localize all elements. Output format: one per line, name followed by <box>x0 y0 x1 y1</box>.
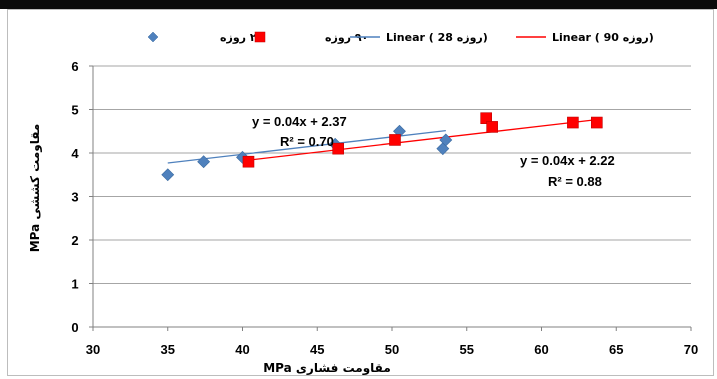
x-axis-title: مقاومت فشاری MPa <box>263 361 391 376</box>
point-90-1 <box>332 142 344 155</box>
y-tick-3: 3 <box>71 190 78 205</box>
x-tick-65: 65 <box>609 342 623 357</box>
data-points <box>161 112 603 182</box>
trendline-1 <box>248 118 597 161</box>
point-28-1 <box>197 155 211 169</box>
point-28-0 <box>161 168 175 182</box>
legend-entry-linear-28: Linear ( 28 روزه) <box>350 31 488 44</box>
chart-frame <box>7 9 714 376</box>
x-tick-70: 70 <box>684 342 698 357</box>
x-tick-45: 45 <box>310 342 324 357</box>
x-tick-60: 60 <box>534 342 548 357</box>
legend: ۲۸ روزه ۹۰ روزه Linear ( 28 روزه) Linear… <box>147 31 654 44</box>
y-tick-5: 5 <box>71 103 78 118</box>
y-tick-0: 0 <box>71 320 78 335</box>
x-tick-labels: 30 35 40 45 50 55 60 65 70 <box>86 342 698 357</box>
legend-entry-90: ۹۰ روزه <box>254 31 368 44</box>
point-90-5 <box>567 116 579 129</box>
y-tick-6: 6 <box>71 59 78 74</box>
r2-28: R² = 0.70 <box>280 134 334 149</box>
y-tick-labels: 0 1 2 3 4 5 6 <box>71 59 79 335</box>
point-90-2 <box>389 134 401 146</box>
point-90-4 <box>486 121 498 133</box>
legend-entry-28: ۲۸ روزه <box>147 31 264 44</box>
legend-label-28: ۲۸ روزه <box>220 31 264 44</box>
axes <box>89 65 692 331</box>
legend-entry-linear-90: Linear ( 90 روزه) <box>516 31 654 44</box>
point-28-6 <box>439 133 453 147</box>
equation-28-line: y = 0.04x + 2.37 <box>252 114 347 129</box>
equation-90: y = 0.04x + 2.22 R² = 0.88 <box>520 153 615 189</box>
x-tick-40: 40 <box>235 342 249 357</box>
x-tick-35: 35 <box>161 342 175 357</box>
equation-28: y = 0.04x + 2.37 R² = 0.70 <box>252 114 347 149</box>
top-bar <box>0 0 717 9</box>
legend-label-linear-90: Linear ( 90 روزه) <box>552 31 654 44</box>
point-90-3 <box>480 112 492 124</box>
y-tick-1: 1 <box>71 277 78 292</box>
y-axis-title: مقاومت کششی MPa <box>28 124 43 253</box>
x-tick-30: 30 <box>86 342 100 357</box>
x-tick-55: 55 <box>460 342 474 357</box>
legend-marker-square <box>254 31 266 43</box>
point-90-6 <box>591 116 603 129</box>
legend-marker-diamond <box>147 31 159 43</box>
y-tick-4: 4 <box>71 146 79 161</box>
legend-label-90: ۹۰ روزه <box>325 31 368 44</box>
y-tick-2: 2 <box>71 233 78 248</box>
x-tick-50: 50 <box>385 342 399 357</box>
r2-90: R² = 0.88 <box>548 174 602 189</box>
grid-lines <box>93 65 691 284</box>
equation-90-line: y = 0.04x + 2.22 <box>520 153 615 168</box>
point-90-0 <box>242 155 255 168</box>
legend-label-linear-28: Linear ( 28 روزه) <box>386 31 488 44</box>
